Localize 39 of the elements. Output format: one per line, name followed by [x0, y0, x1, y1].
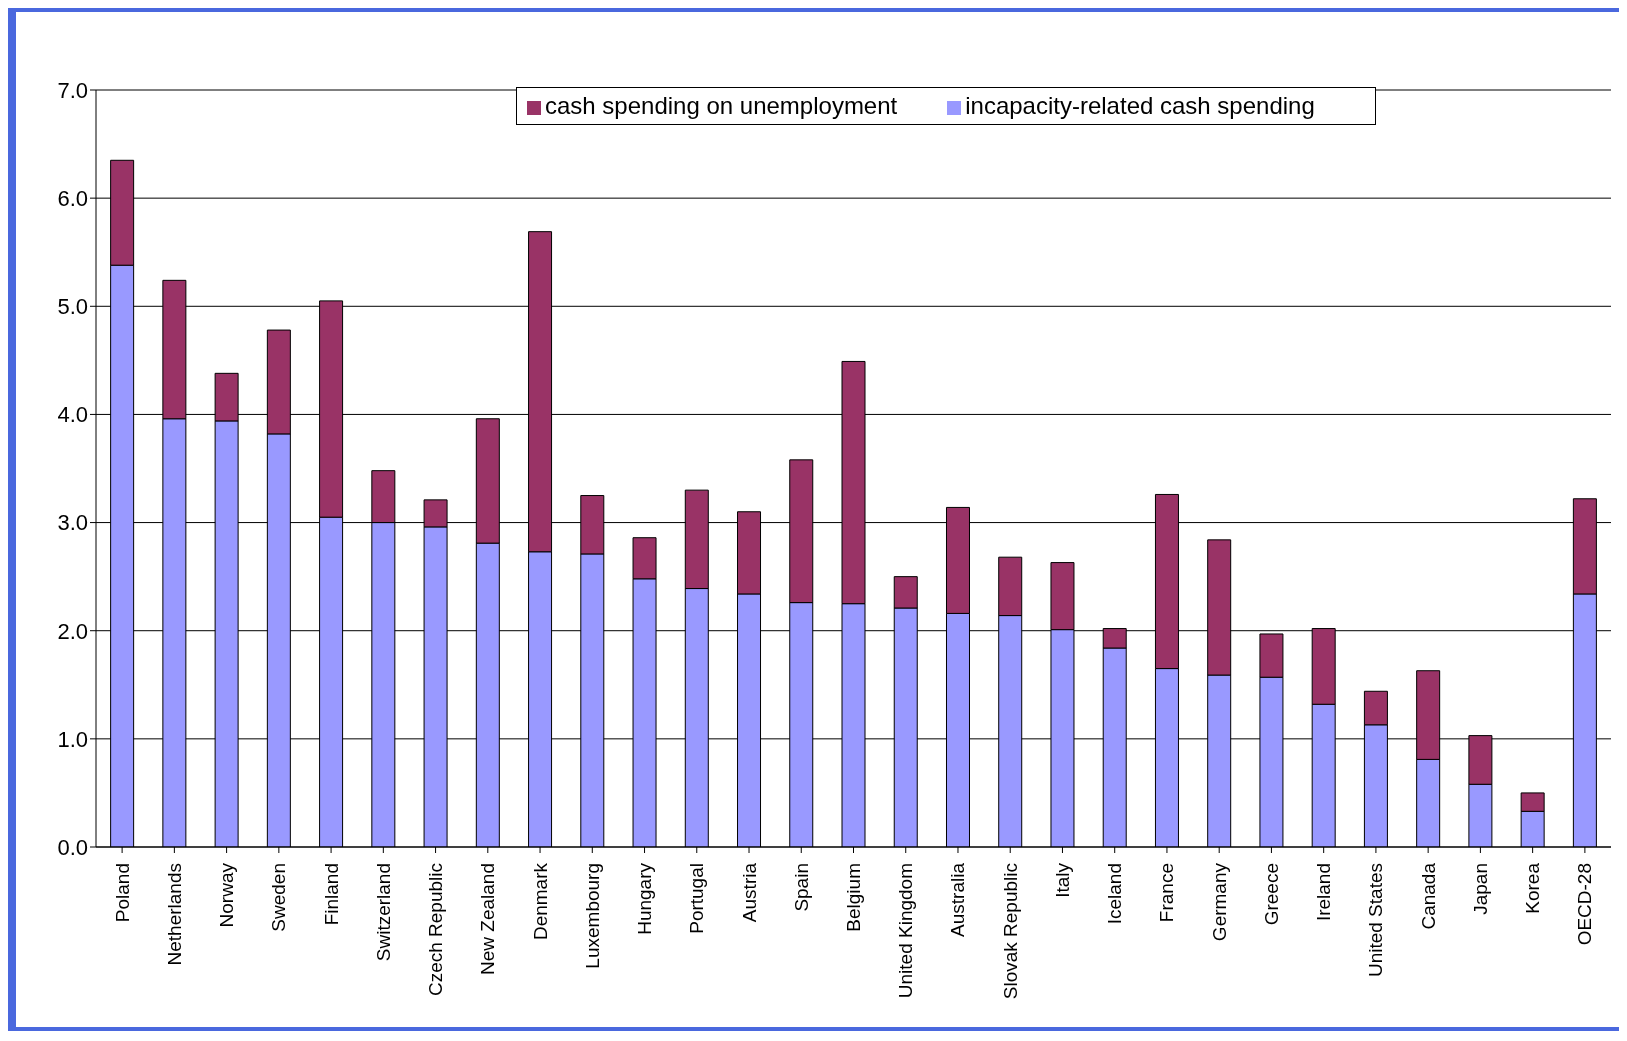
x-tick-label: Iceland [1104, 863, 1126, 925]
x-tick-label: United Kingdom [895, 863, 917, 999]
x-tick-label: Korea [1522, 862, 1544, 914]
x-tick-label: Poland [111, 863, 133, 923]
x-tick-label: Luxembourg [581, 863, 603, 969]
y-tick-label: 4.0 [57, 402, 88, 428]
x-tick-label: Australia [947, 862, 969, 937]
legend-label: incapacity-related cash spending [965, 92, 1315, 119]
x-tick-label: New Zealand [477, 863, 499, 975]
y-tick-label: 5.0 [57, 294, 88, 320]
x-tick-label: Czech Republic [425, 863, 447, 997]
x-tick-label: Switzerland [372, 863, 394, 962]
x-tick-label: United States [1365, 863, 1387, 978]
x-tick-label: Netherlands [163, 863, 185, 966]
x-tick-label: Greece [1260, 863, 1282, 926]
y-tick-label: 0.0 [57, 834, 88, 860]
x-tick-label: Ireland [1313, 863, 1335, 922]
x-tick-label: Slovak Republic [999, 863, 1021, 1000]
y-tick-label: 3.0 [57, 510, 88, 536]
x-tick-label: Germany [1208, 862, 1230, 942]
y-tick-label: 7.0 [57, 77, 88, 103]
x-tick-label: Norway [216, 862, 238, 928]
x-tick-label: Belgium [843, 863, 864, 932]
x-tick-label: France [1156, 863, 1178, 923]
x-tick-label: Sweden [268, 863, 290, 932]
y-tick-label: 6.0 [57, 185, 88, 211]
x-tick-label: Finland [320, 863, 342, 926]
x-tick-label: Japan [1469, 863, 1491, 915]
legend-label: cash spending on unemployment [545, 92, 898, 119]
x-tick-label: Austria [738, 862, 760, 923]
y-tick-label: 2.0 [57, 618, 88, 644]
x-tick-label: OECD-28 [1574, 863, 1596, 946]
x-tick-label: Hungary [634, 862, 656, 935]
x-tick-label: Canada [1417, 862, 1439, 930]
x-tick-label: Spain [790, 863, 812, 912]
x-tick-label: Denmark [529, 862, 551, 941]
x-tick-label: Italy [1051, 862, 1073, 898]
x-tick-label: Portugal [686, 863, 708, 934]
y-tick-label: 1.0 [57, 726, 88, 752]
